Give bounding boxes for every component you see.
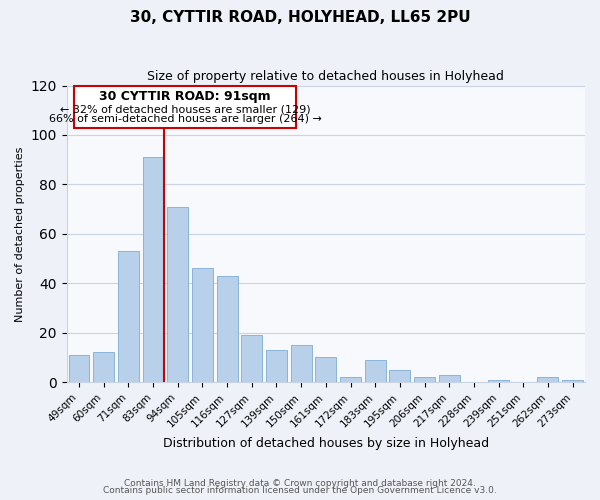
Bar xyxy=(93,352,114,382)
Bar xyxy=(167,206,188,382)
Bar xyxy=(290,345,311,382)
Bar xyxy=(538,377,559,382)
Bar xyxy=(143,157,164,382)
Bar xyxy=(241,335,262,382)
Bar xyxy=(562,380,583,382)
Bar xyxy=(118,251,139,382)
Text: 30, CYTTIR ROAD, HOLYHEAD, LL65 2PU: 30, CYTTIR ROAD, HOLYHEAD, LL65 2PU xyxy=(130,10,470,25)
X-axis label: Distribution of detached houses by size in Holyhead: Distribution of detached houses by size … xyxy=(163,437,489,450)
Text: Contains HM Land Registry data © Crown copyright and database right 2024.: Contains HM Land Registry data © Crown c… xyxy=(124,478,476,488)
Bar xyxy=(389,370,410,382)
Bar xyxy=(68,355,89,382)
Bar xyxy=(266,350,287,382)
Title: Size of property relative to detached houses in Holyhead: Size of property relative to detached ho… xyxy=(148,70,504,83)
Text: Contains public sector information licensed under the Open Government Licence v3: Contains public sector information licen… xyxy=(103,486,497,495)
Bar xyxy=(365,360,386,382)
Bar xyxy=(414,377,435,382)
Y-axis label: Number of detached properties: Number of detached properties xyxy=(15,146,25,322)
Bar xyxy=(439,374,460,382)
Text: 66% of semi-detached houses are larger (264) →: 66% of semi-detached houses are larger (… xyxy=(49,114,322,124)
FancyBboxPatch shape xyxy=(74,86,296,128)
Bar xyxy=(316,358,337,382)
Bar xyxy=(192,268,213,382)
Text: 30 CYTTIR ROAD: 91sqm: 30 CYTTIR ROAD: 91sqm xyxy=(100,90,271,103)
Text: ← 32% of detached houses are smaller (129): ← 32% of detached houses are smaller (12… xyxy=(60,104,310,114)
Bar xyxy=(217,276,238,382)
Bar xyxy=(488,380,509,382)
Bar xyxy=(340,377,361,382)
